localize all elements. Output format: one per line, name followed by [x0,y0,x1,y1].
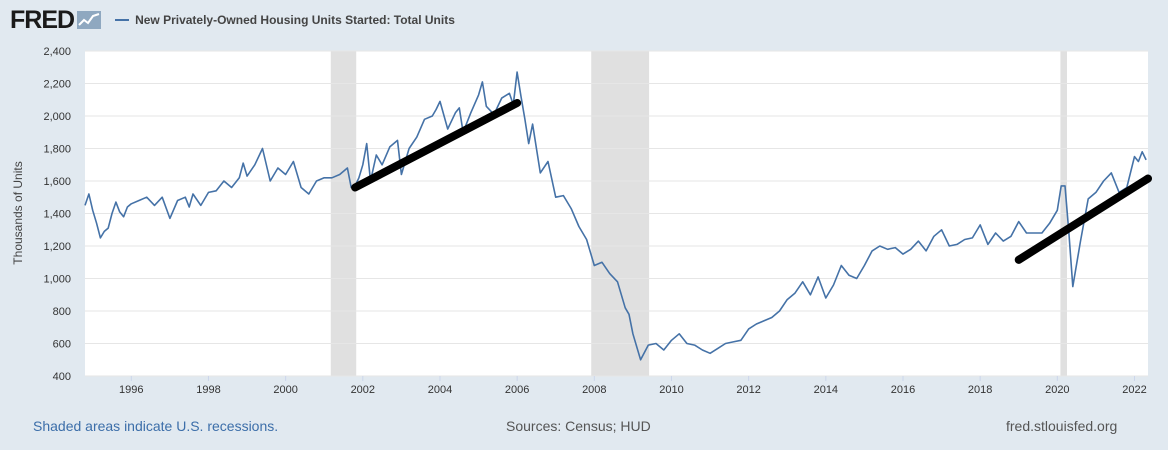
chart-legend: New Privately-Owned Housing Units Starte… [115,13,455,27]
trend-overlays [351,99,1152,264]
series-line [84,71,1147,361]
x-tick-label: 2022 [1122,384,1146,396]
x-tick-label: 2012 [736,384,760,396]
x-tick-label: 1998 [196,384,220,396]
y-tick-label: 800 [53,306,71,318]
fred-logo[interactable]: FRED [10,5,75,34]
fred-logo-graph-icon [77,11,102,29]
x-tick-label: 2002 [351,384,375,396]
legend-swatch [115,19,130,21]
legend-series-label: New Privately-Owned Housing Units Starte… [135,13,455,27]
y-tick-label: 2,200 [43,79,71,91]
x-tick-label: 2000 [273,384,297,396]
y-tick-label: 2,400 [43,46,71,58]
x-tick-label: 2016 [891,384,915,396]
x-tick-label: 2014 [814,384,838,396]
x-tick-label: 2004 [428,384,452,396]
y-tick-label: 400 [53,371,71,383]
y-tick-label: 1,600 [43,176,71,188]
x-tick-label: 2010 [659,384,683,396]
sources-text: Sources: Census; HUD [506,418,651,434]
chart-header: FRED New Privately-Owned Housing Units S… [10,6,455,34]
y-tick-label: 1,800 [43,144,71,156]
y-tick-label: 2,000 [43,111,71,123]
recession-note: Shaded areas indicate U.S. recessions. [33,418,279,434]
site-link[interactable]: fred.stlouisfed.org [1006,418,1118,434]
x-axis-ticks: 1996 1998 2000 2002 2004 2006 2008 2010 2012 2014… [119,376,1147,396]
x-tick-label: 2018 [968,384,992,396]
gridlines [85,50,1148,377]
trend-overlay-line [1014,174,1152,264]
x-tick-label: 2008 [582,384,606,396]
trend-overlay-line [351,99,522,192]
x-tick-label: 1996 [119,384,143,396]
y-tick-label: 1,200 [43,241,71,253]
y-tick-label: 1,000 [43,274,71,286]
x-tick-label: 2006 [505,384,529,396]
y-axis-ticks: 400 600 800 1,000 1,200 1,400 1,600 1,800 2,000 2… [43,46,71,383]
y-tick-label: 1,400 [43,209,71,221]
y-axis-label: Thousands of Units [11,161,25,264]
y-tick-label: 600 [53,339,71,351]
x-tick-label: 2020 [1045,384,1069,396]
